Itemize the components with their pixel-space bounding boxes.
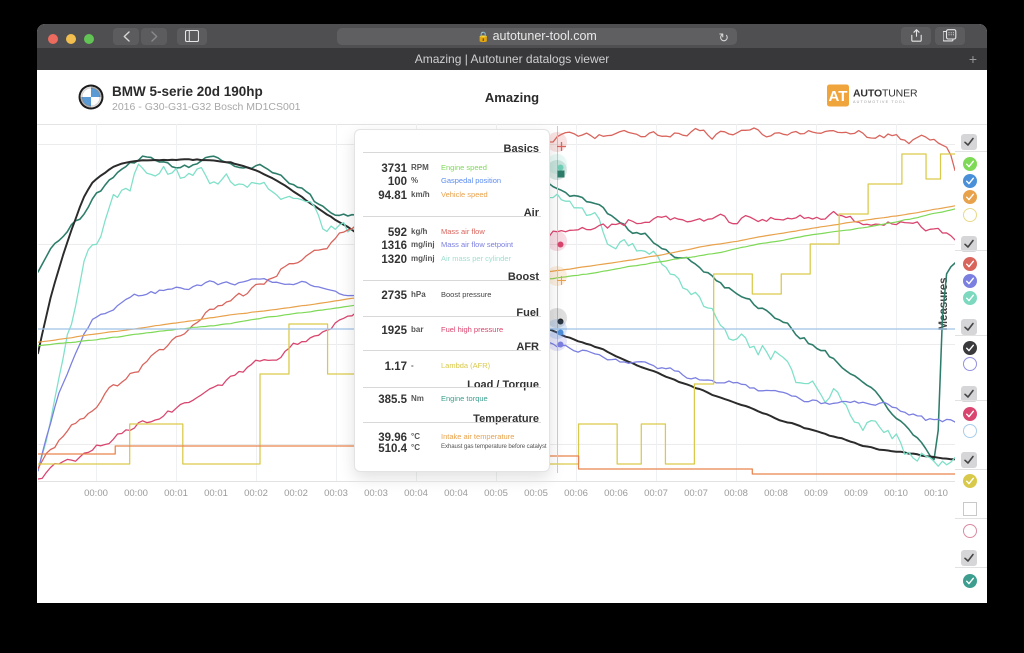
svg-text:AUTOTUNER: AUTOTUNER [853, 88, 918, 100]
svg-text:AUTOMOTIVE TOOL: AUTOMOTIVE TOOL [853, 100, 906, 104]
svg-text:AT: AT [829, 88, 848, 105]
